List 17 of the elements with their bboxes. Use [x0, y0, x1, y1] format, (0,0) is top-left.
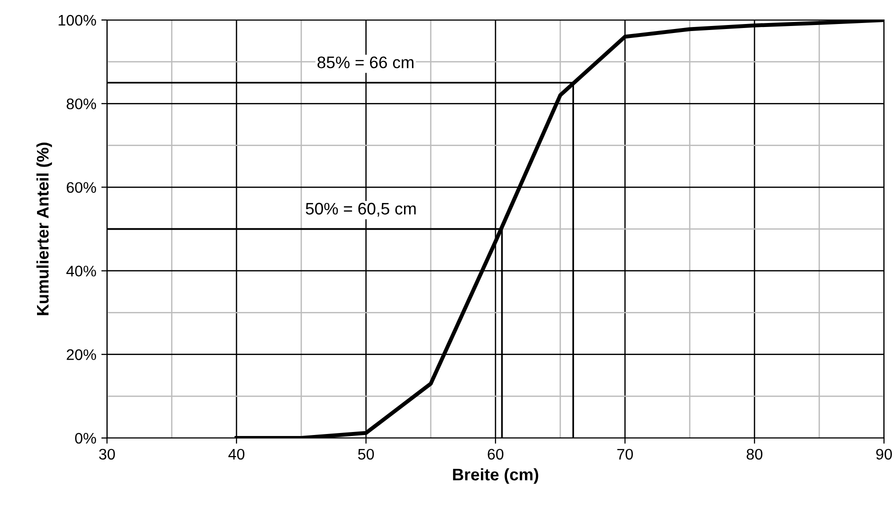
x-tick-label: 40: [228, 448, 244, 460]
annotation: 50% = 60,5 cm: [306, 202, 416, 217]
y-tick-label: 20%: [66, 349, 96, 360]
y-axis-title: Kumulierter Anteil (%): [36, 142, 52, 316]
annotation: 85% = 66 cm: [318, 56, 414, 68]
y-tick-label: 100%: [58, 14, 96, 26]
x-axis-title: Breite (cm): [453, 468, 538, 484]
x-tick-label: 50: [358, 448, 374, 460]
x-tick-label: 60: [488, 448, 504, 460]
y-tick-label: 60%: [66, 182, 96, 193]
x-tick-label: 30: [99, 448, 115, 460]
y-tick-label: 40%: [66, 266, 96, 276]
x-tick-label: 90: [876, 448, 892, 460]
x-tick-label: 70: [617, 448, 633, 460]
y-tick-label: 80%: [66, 98, 96, 110]
y-tick-label: 0%: [75, 432, 96, 444]
x-tick-label: 80: [746, 448, 762, 460]
